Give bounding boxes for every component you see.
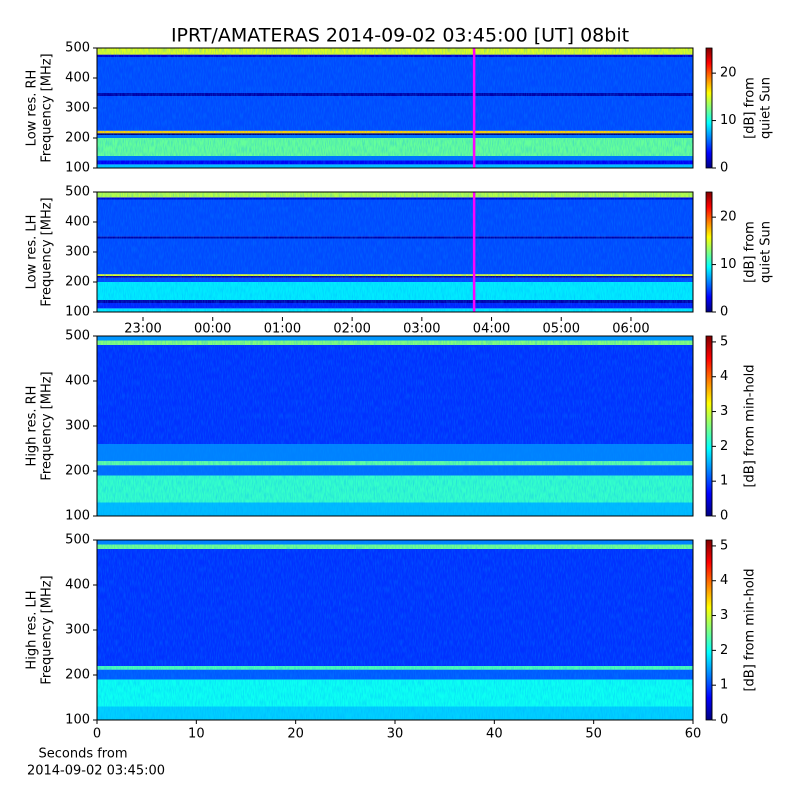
y-axis-label: Low res. LH (25, 215, 40, 290)
colorbar-tick-label: 4 (720, 573, 728, 588)
y-tick-label: 200 (65, 668, 90, 683)
y-axis-label: High res. LH (25, 590, 40, 669)
colorbar-tick-label: 20 (720, 66, 737, 81)
y-tick-label: 100 (65, 713, 90, 728)
y-tick-label: 300 (65, 419, 90, 434)
x-tick-label: 04:00 (473, 322, 510, 337)
colorbar-tick-label: 0 (720, 713, 728, 728)
colorbar-tick-label: 0 (720, 161, 728, 176)
y-tick-label: 300 (65, 623, 90, 638)
colorbar-tick-label: 1 (720, 678, 728, 693)
y-tick-label: 500 (65, 533, 90, 548)
y-tick-label: 500 (65, 329, 90, 344)
x-tick-label: 20 (287, 727, 304, 742)
y-axis-label: Frequency [MHz] (40, 53, 55, 162)
panel: 100 200 300 400 500 High res. RH Frequency [MH… (25, 329, 758, 524)
colorbar-tick-label: 10 (720, 257, 737, 272)
y-tick-label: 500 (65, 185, 90, 200)
x-tick-label: 02:00 (333, 322, 370, 337)
y-axis-label: Low res. RH (25, 70, 40, 147)
colorbar-label: quiet Sun (759, 221, 774, 283)
colorbar-label: [dB] from (743, 77, 758, 139)
texture (97, 48, 693, 168)
colorbar-label: [dB] from (743, 221, 758, 283)
colorbar-tick-label: 2 (720, 439, 728, 454)
y-tick-label: 100 (65, 305, 90, 320)
y-tick-label: 500 (65, 41, 90, 56)
colorbar-tick-label: 5 (720, 538, 728, 553)
x-tick-label: 60 (685, 727, 702, 742)
y-tick-label: 400 (65, 374, 90, 389)
y-axis-label: Frequency [MHz] (40, 197, 55, 306)
colorbar-tick-label: 1 (720, 474, 728, 489)
colorbar (705, 539, 713, 721)
x-tick-label: 06:00 (612, 322, 649, 337)
colorbar-tick-label: 10 (720, 113, 737, 128)
x-tick-label: 0 (93, 727, 101, 742)
y-tick-label: 300 (65, 245, 90, 260)
x-tick-label: 03:00 (403, 322, 440, 337)
y-tick-label: 100 (65, 161, 90, 176)
colorbar-tick-label: 3 (720, 608, 728, 623)
x-tick-label: 30 (387, 727, 404, 742)
x-tick-label: 01:00 (264, 322, 301, 337)
x-axis-label: 2014-09-02 03:45:00 (27, 764, 165, 779)
colorbar-tick-label: 4 (720, 369, 728, 384)
x-axis-label: Seconds from (38, 747, 127, 762)
y-tick-label: 200 (65, 131, 90, 146)
texture (97, 336, 693, 516)
y-tick-label: 100 (65, 509, 90, 524)
colorbar (705, 335, 713, 517)
texture (97, 540, 693, 720)
colorbar-tick-label: 0 (720, 509, 728, 524)
colorbar-tick-label: 5 (720, 334, 728, 349)
colorbar-label: [dB] from min-hold (743, 364, 758, 487)
y-tick-label: 200 (65, 464, 90, 479)
x-tick-label: 05:00 (543, 322, 580, 337)
x-tick-label: 23:00 (124, 322, 161, 337)
y-axis-label: High res. RH (25, 386, 40, 467)
colorbar (705, 47, 713, 169)
y-axis-label: Frequency [MHz] (40, 371, 55, 480)
y-tick-label: 400 (65, 215, 90, 230)
x-tick-label: 00:00 (194, 322, 231, 337)
x-tick-label: 50 (585, 727, 602, 742)
x-tick-label: 10 (188, 727, 205, 742)
y-axis-label: Frequency [MHz] (40, 575, 55, 684)
texture (97, 192, 693, 312)
colorbar-tick-label: 3 (720, 404, 728, 419)
y-tick-label: 400 (65, 578, 90, 593)
colorbar-label: [dB] from min-hold (743, 568, 758, 691)
y-tick-label: 300 (65, 101, 90, 116)
colorbar-tick-label: 0 (720, 305, 728, 320)
colorbar-tick-label: 2 (720, 643, 728, 658)
y-tick-label: 400 (65, 71, 90, 86)
colorbar-label: quiet Sun (759, 77, 774, 139)
x-tick-label: 40 (486, 727, 503, 742)
y-tick-label: 200 (65, 275, 90, 290)
chart-title: IPRT/AMATERAS 2014-09-02 03:45:00 [UT] 0… (171, 25, 629, 47)
colorbar (705, 191, 713, 313)
colorbar-tick-label: 20 (720, 210, 737, 225)
